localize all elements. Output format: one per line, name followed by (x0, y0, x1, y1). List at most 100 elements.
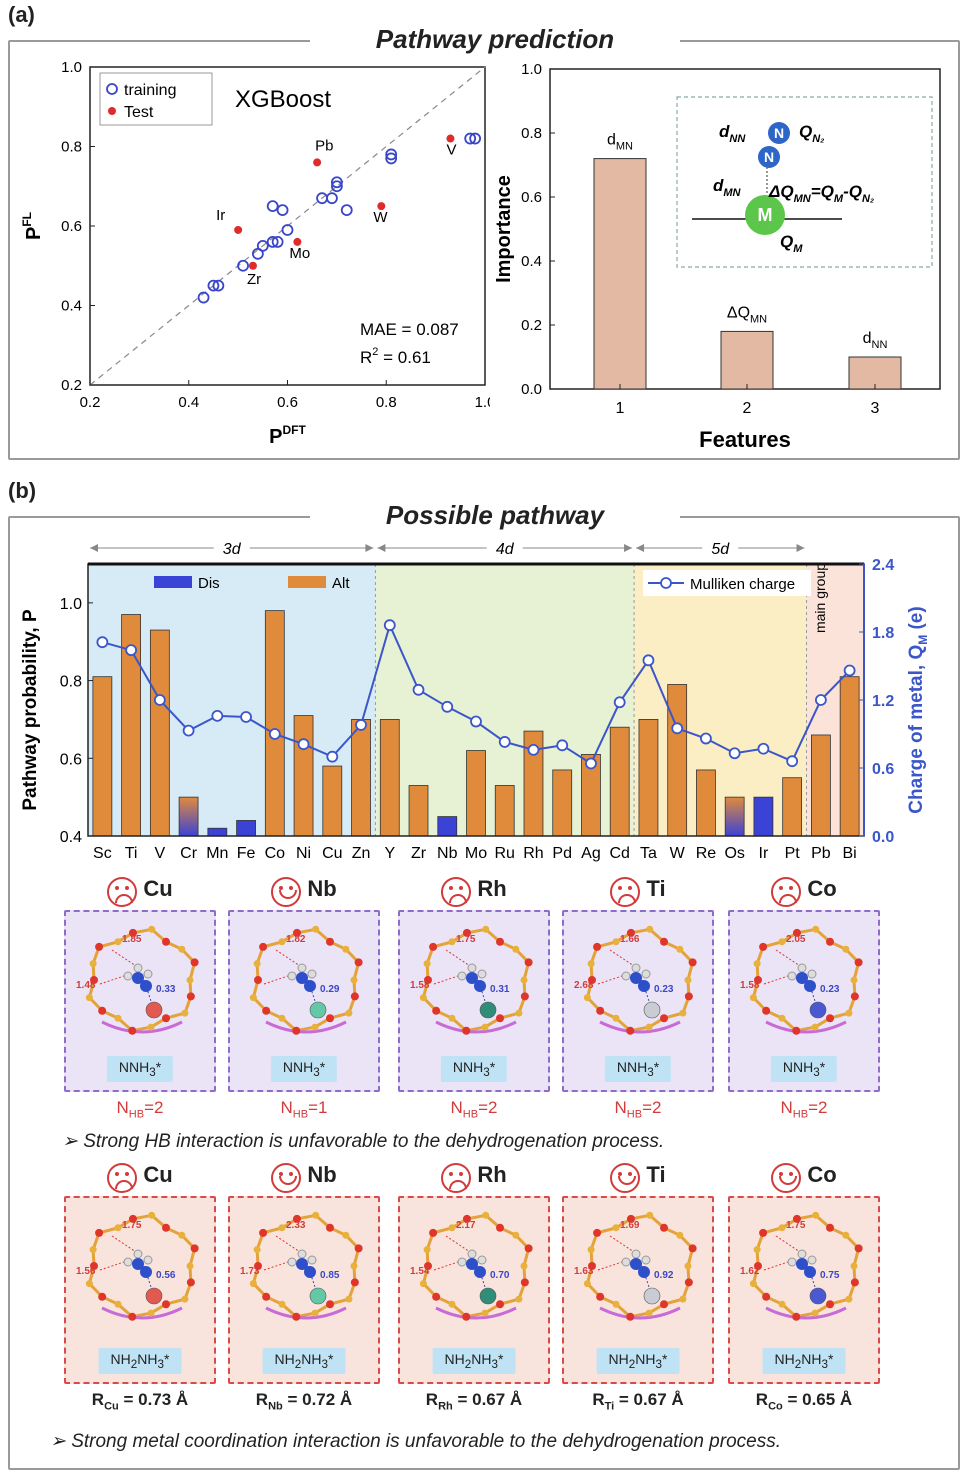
metal-atom (145, 1287, 163, 1305)
nitrogen-atom (132, 1258, 144, 1270)
framework-atom (190, 958, 199, 967)
framework-atom (423, 960, 431, 968)
framework-atom (98, 1006, 107, 1015)
framework-atom (448, 1224, 456, 1232)
metal-atom (145, 1001, 163, 1019)
framework-atom (148, 1211, 156, 1219)
framework-atom (588, 1262, 596, 1270)
sad-face-icon (771, 876, 802, 907)
inset-qn2: QN₂ (799, 122, 824, 145)
hb-distance-1: 1.75 (786, 1220, 806, 1231)
framework-atom (259, 942, 268, 951)
framework-atom (660, 1300, 668, 1309)
n-atom-label: N (764, 149, 774, 165)
framework-atom (520, 976, 528, 984)
nitrogen-atom (796, 1258, 808, 1270)
y2-tick-label: 1.2 (872, 693, 894, 710)
framework-atom (754, 976, 762, 984)
framework-atom (520, 1278, 529, 1287)
framework-atom (811, 1023, 819, 1031)
inset-dmn: dMN (713, 176, 742, 199)
training-point (464, 132, 477, 145)
structure-box: 1.75 1.56 0.56 NH2NH3* (64, 1196, 216, 1384)
card-header: Cu (64, 876, 216, 908)
card-header: Rh (398, 1162, 550, 1194)
training-point (212, 279, 225, 292)
hydrogen-atom (467, 1249, 477, 1259)
hb-distance-2: 1.73 (240, 1266, 260, 1277)
structure-box: 1.82 0.29 NNH3* (228, 910, 380, 1092)
metal-atom (479, 1001, 497, 1019)
x-tick-label: 0.6 (277, 394, 298, 411)
charge-point (211, 709, 224, 722)
structure-box: 1.69 1.63 0.92 NH2NH3* (562, 1196, 714, 1384)
framework-atom (162, 1014, 170, 1023)
hydrogen-atom (807, 969, 817, 979)
probability-bar (782, 777, 803, 837)
framework-atom (496, 1014, 504, 1023)
hydrogen-bond (263, 1259, 295, 1271)
charge-point (642, 654, 655, 667)
structure-card-nb: Nb 1.82 0.29 NNH3* NHB=1 (228, 876, 380, 1120)
framework-atom (596, 1006, 605, 1015)
training-point (207, 279, 220, 292)
framework-atom (515, 1295, 523, 1303)
group-label: 3d (223, 541, 242, 558)
y-tick-label: 0.8 (521, 125, 542, 142)
y-tick-label: 0.2 (521, 317, 542, 334)
framework-atom (646, 925, 654, 933)
hydrogen-atom (297, 1249, 307, 1259)
nitrogen-atom (804, 980, 816, 992)
hb-distance-1: 2.05 (786, 934, 806, 945)
element-label: V (155, 845, 166, 862)
card-header: Cu (64, 1162, 216, 1194)
hydrogen-bond (775, 949, 801, 967)
framework-atom (593, 942, 602, 951)
nitrogen-atom (296, 1258, 308, 1270)
hydrogen-atom (797, 1249, 807, 1259)
framework-atom (612, 1300, 620, 1308)
hydrogen-atom (307, 969, 317, 979)
charge-value: 0.33 (156, 984, 176, 995)
hydrogen-atom (787, 971, 797, 981)
element-label: Nb (437, 845, 458, 862)
framework-atom (262, 1006, 271, 1015)
element-label: Os (724, 845, 744, 862)
pathway-chart: 3d 4d 5d main group Sc Ti V Cr Mn Fe Co Ni Cu Zn Y Zr Nb… (20, 537, 930, 862)
test-point (377, 202, 386, 211)
probability-bar (667, 684, 688, 837)
card-header: Co (728, 876, 880, 908)
y-tick-label: 0.6 (61, 218, 82, 235)
charge-point (613, 696, 626, 709)
framework-atom (684, 1278, 693, 1287)
hydrogen-bond (775, 1235, 801, 1253)
framework-atom (128, 1026, 137, 1035)
framework-atom (826, 937, 834, 946)
test-point (234, 225, 243, 234)
hb-note: ➢ Strong HB interaction is unfavorable t… (62, 1130, 664, 1153)
nitrogen-atom (140, 980, 152, 992)
framework-atom (95, 942, 104, 951)
metal-symbol: Nb (307, 876, 337, 901)
charge-value: 0.56 (156, 1270, 176, 1281)
arrow-head-icon (636, 544, 645, 552)
framework-atom (612, 1014, 620, 1022)
happy-face-icon (271, 876, 302, 907)
probability-bar (494, 785, 515, 837)
framework-atom (587, 960, 595, 968)
metal-atom (643, 1287, 661, 1305)
framework-atom (812, 1211, 820, 1219)
sad-face-icon (107, 876, 138, 907)
charge-point (355, 719, 367, 731)
framework-atom (345, 1295, 353, 1303)
framework-atom (854, 1244, 863, 1253)
point-annotation: Ir (216, 207, 225, 224)
arrow-head-icon (365, 544, 374, 552)
probability-bar (264, 610, 285, 837)
framework-atom (583, 1280, 591, 1288)
nitrogen-atom (466, 1258, 478, 1270)
y-tick-label: 0.4 (60, 829, 82, 846)
structure-card-co: Co 1.75 1.62 0.75 NH2NH3* RCo = 0.65 Å (728, 1162, 880, 1412)
structure-card-cu: Cu 1.75 1.56 0.56 NH2NH3* RCu = 0.73 Å (64, 1162, 216, 1412)
framework-atom (660, 1014, 668, 1023)
